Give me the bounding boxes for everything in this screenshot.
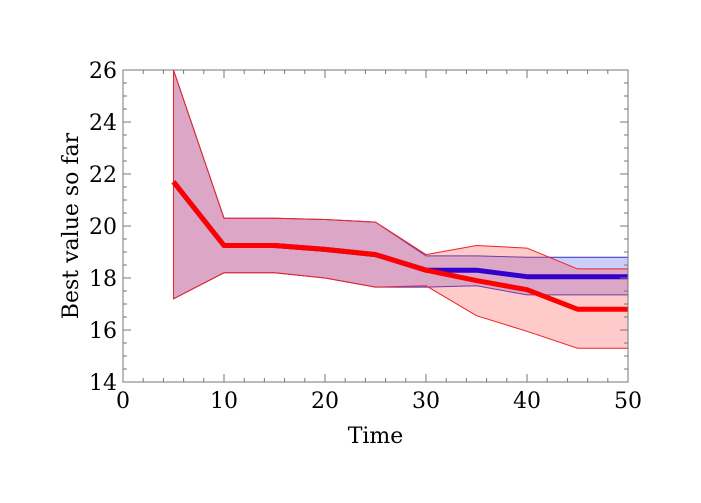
- y-tick-label: 20: [89, 215, 117, 240]
- x-tick-label: 50: [614, 389, 642, 414]
- y-tick-label: 16: [89, 319, 117, 344]
- y-tick-label: 22: [89, 163, 117, 188]
- x-tick-label: 0: [116, 389, 130, 414]
- x-tick-label: 30: [412, 389, 440, 414]
- series-lines: [171, 180, 628, 312]
- y-tick-label: 26: [89, 59, 117, 84]
- confidence-band-2: [173, 69, 629, 349]
- x-tick-label: 10: [210, 389, 238, 414]
- y-tick-label: 24: [89, 111, 117, 136]
- axis-ticks: [122, 69, 629, 383]
- x-tick-label: 20: [311, 389, 339, 414]
- x-axis-label: Time: [348, 424, 404, 449]
- series-line-2: [171, 180, 628, 312]
- confidence-bands: [173, 69, 629, 349]
- x-tick-label: 40: [513, 389, 541, 414]
- tick-labels: 0 10 20 30 40 50 14 16 18 20 22 24 26: [89, 59, 642, 414]
- y-axis-label: Best value so far: [59, 132, 84, 319]
- y-tick-label: 14: [89, 371, 117, 396]
- y-tick-label: 18: [89, 267, 117, 292]
